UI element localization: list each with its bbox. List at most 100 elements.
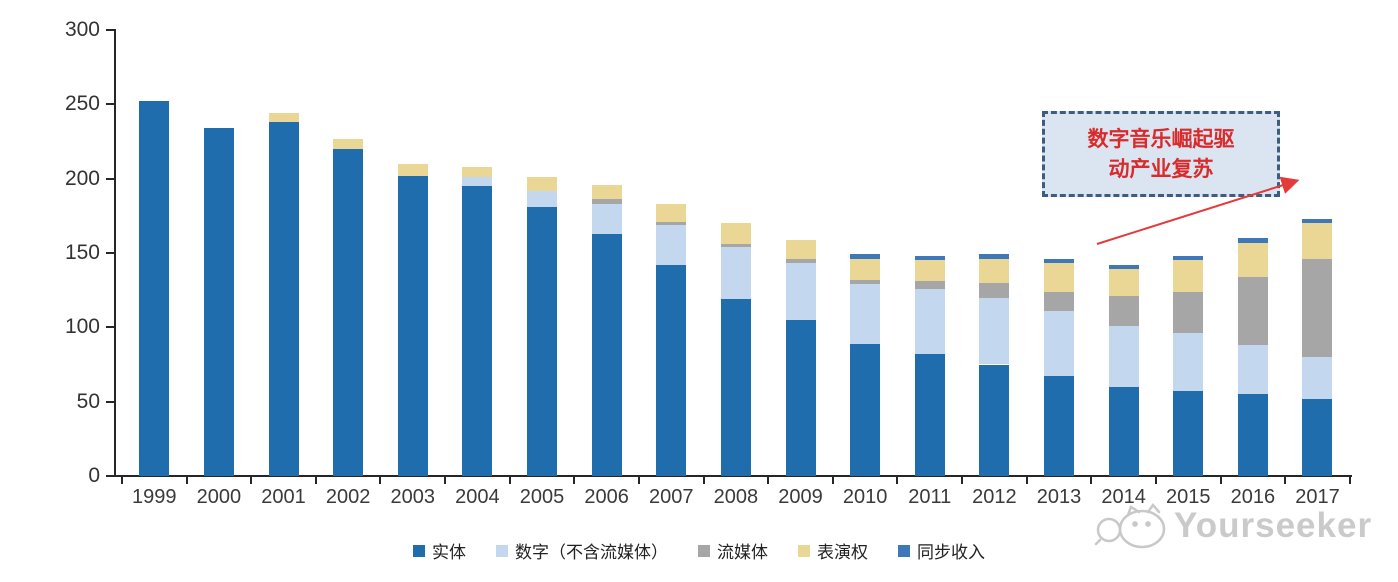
x-axis-label-2013: 2013 bbox=[1036, 486, 1082, 508]
legend-marker-icon bbox=[413, 544, 425, 557]
bar-segment-2015-流媒体 bbox=[1173, 291, 1204, 334]
x-axis-label-2008: 2008 bbox=[713, 486, 759, 508]
bar-segment-2010-流媒体 bbox=[850, 279, 881, 285]
x-axis-label-2002: 2002 bbox=[325, 486, 371, 508]
y-tick-150 bbox=[106, 252, 114, 254]
bar-segment-2017-数字（不含流媒体） bbox=[1302, 357, 1333, 399]
x-axis-label-2012: 2012 bbox=[972, 486, 1017, 508]
y-tick-label-200: 200 bbox=[64, 166, 100, 190]
x-tick bbox=[573, 476, 576, 484]
bar-segment-2016-同步收入 bbox=[1237, 238, 1268, 243]
legend-item-同步收入: 同步收入 bbox=[898, 538, 985, 563]
legend-label: 数字（不含流媒体） bbox=[515, 543, 668, 562]
x-tick bbox=[185, 476, 188, 484]
y-tick-200 bbox=[106, 177, 114, 180]
bar-segment-2016-数字（不含流媒体） bbox=[1237, 345, 1268, 395]
x-axis-label-2009: 2009 bbox=[778, 486, 823, 508]
legend-item-流媒体: 流媒体 bbox=[698, 538, 768, 563]
bar-segment-2012-同步收入 bbox=[979, 254, 1010, 259]
legend-item-数字（不含流媒体）: 数字（不含流媒体） bbox=[496, 538, 668, 563]
bar-segment-2007-数字（不含流媒体） bbox=[656, 224, 687, 265]
bar-segment-2000-实体 bbox=[203, 128, 234, 476]
bar-segment-2016-流媒体 bbox=[1237, 276, 1268, 346]
bar-segment-2014-同步收入 bbox=[1108, 264, 1139, 270]
bar-segment-2012-表演权 bbox=[979, 258, 1010, 283]
bar-segment-2003-实体 bbox=[397, 175, 428, 476]
legend-marker-icon bbox=[698, 544, 710, 557]
bar-segment-2010-表演权 bbox=[850, 258, 881, 280]
legend-marker-icon bbox=[496, 544, 508, 557]
bar-segment-2001-实体 bbox=[268, 122, 299, 476]
bar-segment-2012-数字（不含流媒体） bbox=[979, 297, 1010, 365]
x-axis-label-1999: 1999 bbox=[132, 486, 177, 508]
x-axis-label-2003: 2003 bbox=[390, 486, 436, 508]
x-tick bbox=[1348, 476, 1351, 484]
bar-segment-2012-实体 bbox=[979, 364, 1010, 476]
bar-segment-2007-流媒体 bbox=[656, 221, 687, 225]
bar-segment-2009-表演权 bbox=[785, 239, 816, 259]
x-axis-label-2004: 2004 bbox=[455, 486, 500, 508]
x-tick bbox=[896, 476, 899, 484]
bar-segment-2008-实体 bbox=[720, 299, 751, 476]
x-tick bbox=[702, 476, 705, 484]
yourseeker-logo-icon bbox=[1094, 502, 1166, 549]
watermark: Yourseeker bbox=[1092, 500, 1398, 552]
bar-segment-2010-数字（不含流媒体） bbox=[850, 284, 881, 344]
legend-item-表演权: 表演权 bbox=[798, 538, 868, 563]
bar-segment-2009-数字（不含流媒体） bbox=[785, 263, 816, 320]
bar-segment-2007-表演权 bbox=[656, 203, 687, 222]
y-tick-300 bbox=[106, 29, 114, 31]
bar-segment-2017-同步收入 bbox=[1302, 218, 1333, 224]
bar-segment-2012-流媒体 bbox=[979, 282, 1010, 298]
bar-segment-2014-数字（不含流媒体） bbox=[1108, 325, 1139, 387]
legend-item-实体: 实体 bbox=[413, 538, 466, 563]
bar-segment-2008-数字（不含流媒体） bbox=[720, 247, 751, 300]
y-tick-250 bbox=[106, 103, 114, 106]
x-tick bbox=[250, 476, 253, 484]
bar-segment-2004-数字（不含流媒体） bbox=[462, 177, 493, 187]
y-tick-100 bbox=[106, 326, 114, 329]
bar-segment-2009-流媒体 bbox=[785, 258, 816, 264]
bar-segment-2014-实体 bbox=[1108, 386, 1139, 476]
y-tick-label-0: 0 bbox=[88, 464, 100, 487]
x-tick bbox=[508, 476, 511, 484]
x-axis-label-2007: 2007 bbox=[649, 486, 694, 508]
bar-segment-2013-同步收入 bbox=[1043, 258, 1074, 264]
bar-segment-2013-数字（不含流媒体） bbox=[1043, 310, 1074, 377]
bar-segment-2006-数字（不含流媒体） bbox=[591, 203, 622, 234]
x-axis-label-2005: 2005 bbox=[519, 486, 565, 508]
x-tick bbox=[444, 476, 447, 484]
bar-segment-2017-表演权 bbox=[1302, 223, 1333, 259]
bar-segment-2006-流媒体 bbox=[591, 199, 622, 204]
y-tick-label-100: 100 bbox=[64, 315, 100, 339]
y-tick-label-150: 150 bbox=[64, 241, 100, 264]
bar-segment-2011-表演权 bbox=[914, 260, 945, 282]
bar-segment-2011-数字（不含流媒体） bbox=[914, 288, 945, 355]
bar-segment-2009-实体 bbox=[785, 319, 816, 476]
bar-segment-2013-表演权 bbox=[1043, 263, 1074, 292]
bar-segment-2011-同步收入 bbox=[914, 255, 945, 261]
x-tick bbox=[1025, 476, 1028, 484]
legend-marker-icon bbox=[798, 544, 810, 557]
bar-segment-2004-表演权 bbox=[462, 166, 493, 178]
legend-label: 实体 bbox=[432, 543, 466, 562]
y-tick-label-250: 250 bbox=[64, 92, 100, 116]
bar-segment-2015-数字（不含流媒体） bbox=[1173, 333, 1204, 392]
bar-segment-2005-表演权 bbox=[527, 177, 558, 191]
y-tick-label-50: 50 bbox=[76, 389, 100, 413]
x-axis-label-2010: 2010 bbox=[842, 486, 888, 508]
bar-segment-2013-实体 bbox=[1043, 376, 1074, 476]
bar-segment-2014-流媒体 bbox=[1108, 296, 1139, 326]
x-tick bbox=[1219, 476, 1222, 484]
x-axis-label-2000: 2000 bbox=[196, 486, 242, 508]
bar-segment-2001-表演权 bbox=[268, 113, 299, 123]
bar-segment-2017-实体 bbox=[1302, 398, 1333, 476]
x-tick bbox=[379, 476, 382, 484]
x-tick bbox=[637, 476, 640, 484]
bar-segment-2016-实体 bbox=[1237, 394, 1268, 476]
legend-marker-icon bbox=[898, 544, 910, 557]
bar-segment-2010-实体 bbox=[850, 343, 881, 476]
bar-segment-2010-同步收入 bbox=[850, 254, 881, 259]
y-tick-0 bbox=[106, 475, 114, 477]
x-tick bbox=[767, 476, 770, 484]
